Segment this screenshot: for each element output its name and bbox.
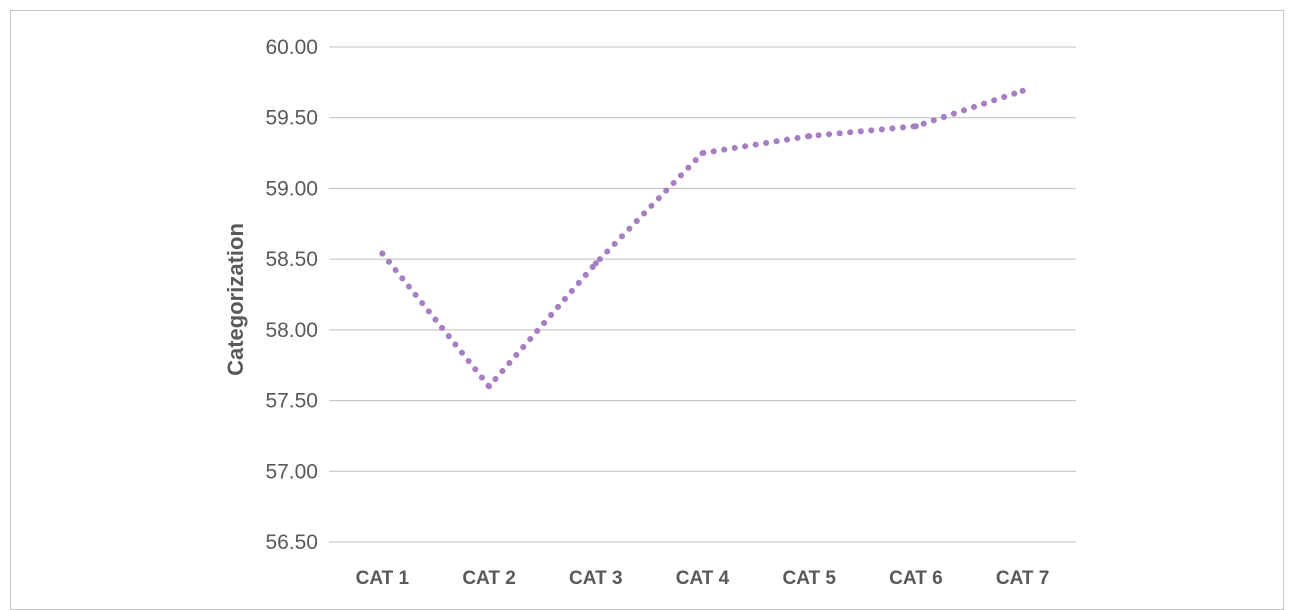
x-tick-label: CAT 3: [569, 568, 622, 589]
y-tick-label: 57.00: [265, 460, 318, 483]
data-point: [699, 150, 706, 157]
y-axis-title: Categorization: [223, 223, 248, 376]
data-point: [912, 123, 919, 130]
x-tick-label: CAT 7: [996, 568, 1049, 589]
y-tick-label: 58.50: [265, 248, 318, 271]
y-tick-label: 59.00: [265, 177, 318, 200]
gridlines: [329, 46, 1076, 543]
x-tick-label: CAT 5: [782, 568, 836, 589]
chart-area: [10, 10, 1284, 610]
x-tick-label: CAT 6: [889, 568, 942, 589]
x-tick-label: CAT 1: [356, 568, 410, 589]
data-point: [486, 383, 493, 390]
y-tick-label: 57.50: [265, 390, 318, 413]
x-tick-label: CAT 2: [462, 568, 515, 589]
data-point: [1019, 87, 1026, 94]
data-point: [592, 260, 599, 267]
y-tick-label: 58.00: [265, 319, 318, 342]
line-chart: 56.50 57.00 57.50 58.00 58.50 59.00 59.50 60.00…: [223, 36, 1076, 589]
x-tick-label: CAT 4: [676, 568, 730, 589]
x-axis-ticks: CAT 1 CAT 2 CAT 3 CAT 4 CAT 5 CAT 6 CAT 7: [356, 568, 1050, 589]
series-line-path: [379, 87, 1026, 390]
data-point: [806, 133, 813, 140]
y-tick-label: 59.50: [265, 107, 318, 130]
y-tick-label: 56.50: [265, 531, 318, 554]
y-tick-label: 60.00: [265, 36, 318, 59]
series-line: [379, 87, 1026, 390]
data-point: [379, 250, 386, 257]
y-axis-ticks: 56.50 57.00 57.50 58.00 58.50 59.00 59.50 60.00: [265, 36, 318, 554]
